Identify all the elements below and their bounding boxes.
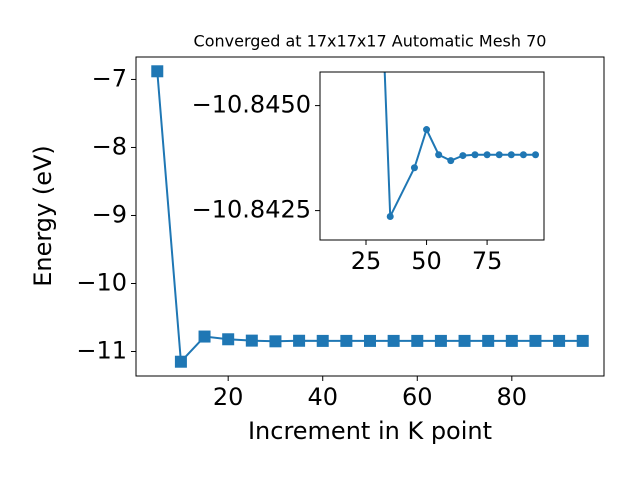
point — [529, 334, 542, 347]
point — [423, 126, 431, 134]
y-axis-label: Energy (eV) — [29, 145, 57, 287]
point — [364, 334, 376, 347]
point — [495, 151, 503, 159]
plot-area — [151, 65, 589, 368]
axes-frame — [135, 56, 605, 377]
point — [316, 334, 329, 347]
point — [505, 334, 518, 347]
point — [471, 151, 479, 159]
point — [151, 65, 164, 78]
y-tick-label: −11 — [76, 337, 127, 365]
y-tick-label: −10.8425 — [192, 196, 311, 224]
point — [386, 212, 394, 220]
point — [519, 151, 527, 159]
point — [482, 334, 495, 347]
x-tick-label: 40 — [307, 383, 338, 411]
point — [222, 333, 235, 346]
point — [340, 334, 353, 347]
point — [576, 334, 589, 347]
point — [411, 334, 424, 347]
point — [387, 334, 400, 347]
point — [435, 151, 443, 159]
point — [410, 164, 418, 172]
x-axis-label: Increment in K point — [248, 417, 492, 445]
y-tick-label: −10 — [76, 268, 127, 296]
plot-area — [383, 72, 540, 220]
axes-frame — [319, 71, 545, 241]
point — [459, 152, 467, 160]
point — [458, 334, 471, 347]
point — [269, 335, 282, 348]
point — [245, 334, 258, 347]
point — [174, 355, 187, 368]
point — [198, 330, 211, 343]
x-tick-label: 75 — [472, 247, 503, 275]
x-tick-label: 80 — [497, 383, 528, 411]
x-tick-label: 20 — [213, 383, 244, 411]
axes-background — [320, 72, 544, 240]
x-tick-label: 60 — [402, 383, 433, 411]
point — [483, 151, 491, 159]
point — [434, 334, 447, 347]
y-tick-label: −10.8450 — [192, 91, 311, 119]
y-tick-label: −8 — [92, 132, 127, 160]
point — [293, 334, 306, 347]
chart-title: Converged at 17x17x17 Automatic Mesh 70 — [194, 32, 547, 51]
point — [447, 157, 455, 165]
point — [507, 151, 515, 159]
y-tick-label: −7 — [92, 64, 127, 92]
point — [553, 334, 566, 347]
point — [532, 151, 540, 159]
y-tick-label: −9 — [92, 200, 127, 228]
x-tick-label: 50 — [411, 247, 442, 275]
x-tick-label: 25 — [351, 247, 382, 275]
